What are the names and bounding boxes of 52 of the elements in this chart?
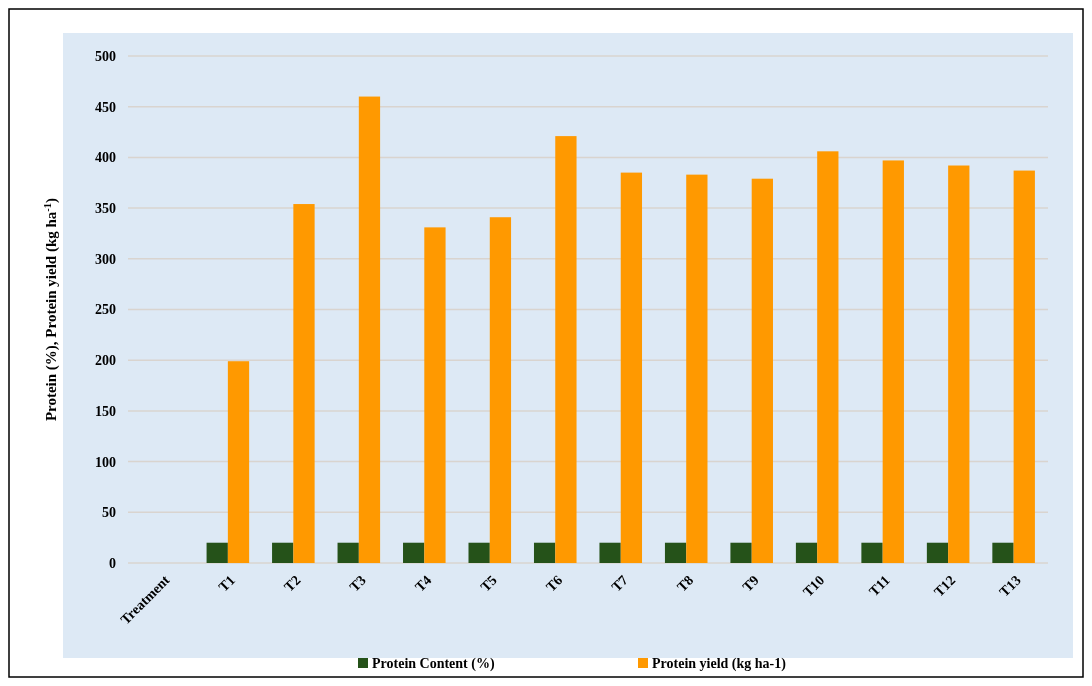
bar bbox=[555, 136, 577, 563]
bar bbox=[599, 542, 621, 563]
bar bbox=[948, 165, 970, 563]
x-tick-label: T12 bbox=[931, 572, 959, 600]
bar bbox=[817, 151, 839, 563]
bar bbox=[403, 542, 425, 563]
x-tick-label: T7 bbox=[608, 572, 631, 595]
y-tick-label: 350 bbox=[95, 201, 116, 216]
x-tick-label: T5 bbox=[477, 572, 500, 595]
bar bbox=[1013, 170, 1035, 563]
legend-label: Protein yield (kg ha-1) bbox=[652, 656, 787, 672]
bar bbox=[992, 542, 1014, 563]
y-tick-label: 50 bbox=[102, 505, 116, 521]
bar bbox=[489, 217, 512, 563]
bar bbox=[227, 361, 250, 563]
bar bbox=[861, 542, 883, 563]
y-tick-label: 250 bbox=[95, 302, 116, 318]
bar bbox=[882, 160, 904, 563]
x-tick-label: T4 bbox=[412, 572, 435, 595]
bar bbox=[926, 542, 949, 563]
bar bbox=[468, 542, 490, 563]
x-tick-label: T10 bbox=[800, 572, 828, 600]
bar bbox=[424, 227, 446, 563]
bar bbox=[664, 542, 687, 563]
x-tick-label: T8 bbox=[674, 572, 697, 595]
x-tick-label: T13 bbox=[996, 572, 1024, 600]
x-tick-label: T1 bbox=[215, 572, 238, 595]
bar bbox=[337, 542, 359, 563]
x-tick-label: T6 bbox=[543, 572, 566, 595]
y-tick-label: 150 bbox=[95, 403, 116, 419]
y-tick-label: 100 bbox=[95, 454, 116, 470]
bar bbox=[686, 174, 708, 563]
bar bbox=[620, 172, 643, 563]
y-tick-label: 400 bbox=[95, 150, 116, 166]
y-tick-label: 450 bbox=[95, 99, 116, 115]
bar bbox=[293, 204, 315, 563]
y-tick-label: 0 bbox=[109, 555, 116, 571]
x-tick-label: T11 bbox=[866, 572, 893, 600]
x-tick-label: T2 bbox=[281, 572, 304, 595]
y-tick-label: 300 bbox=[95, 251, 116, 267]
bar bbox=[730, 542, 752, 563]
x-tick-label: T9 bbox=[739, 572, 762, 595]
bar bbox=[795, 542, 818, 563]
y-tick-label: 500 bbox=[95, 48, 116, 64]
y-tick-label: 200 bbox=[95, 353, 116, 369]
bar bbox=[751, 178, 773, 563]
x-tick-label: T3 bbox=[346, 572, 369, 595]
bar bbox=[358, 96, 381, 563]
bar bbox=[533, 542, 556, 563]
bar bbox=[206, 542, 228, 563]
bar bbox=[272, 542, 294, 563]
legend-label: Protein Content (%) bbox=[372, 656, 495, 672]
